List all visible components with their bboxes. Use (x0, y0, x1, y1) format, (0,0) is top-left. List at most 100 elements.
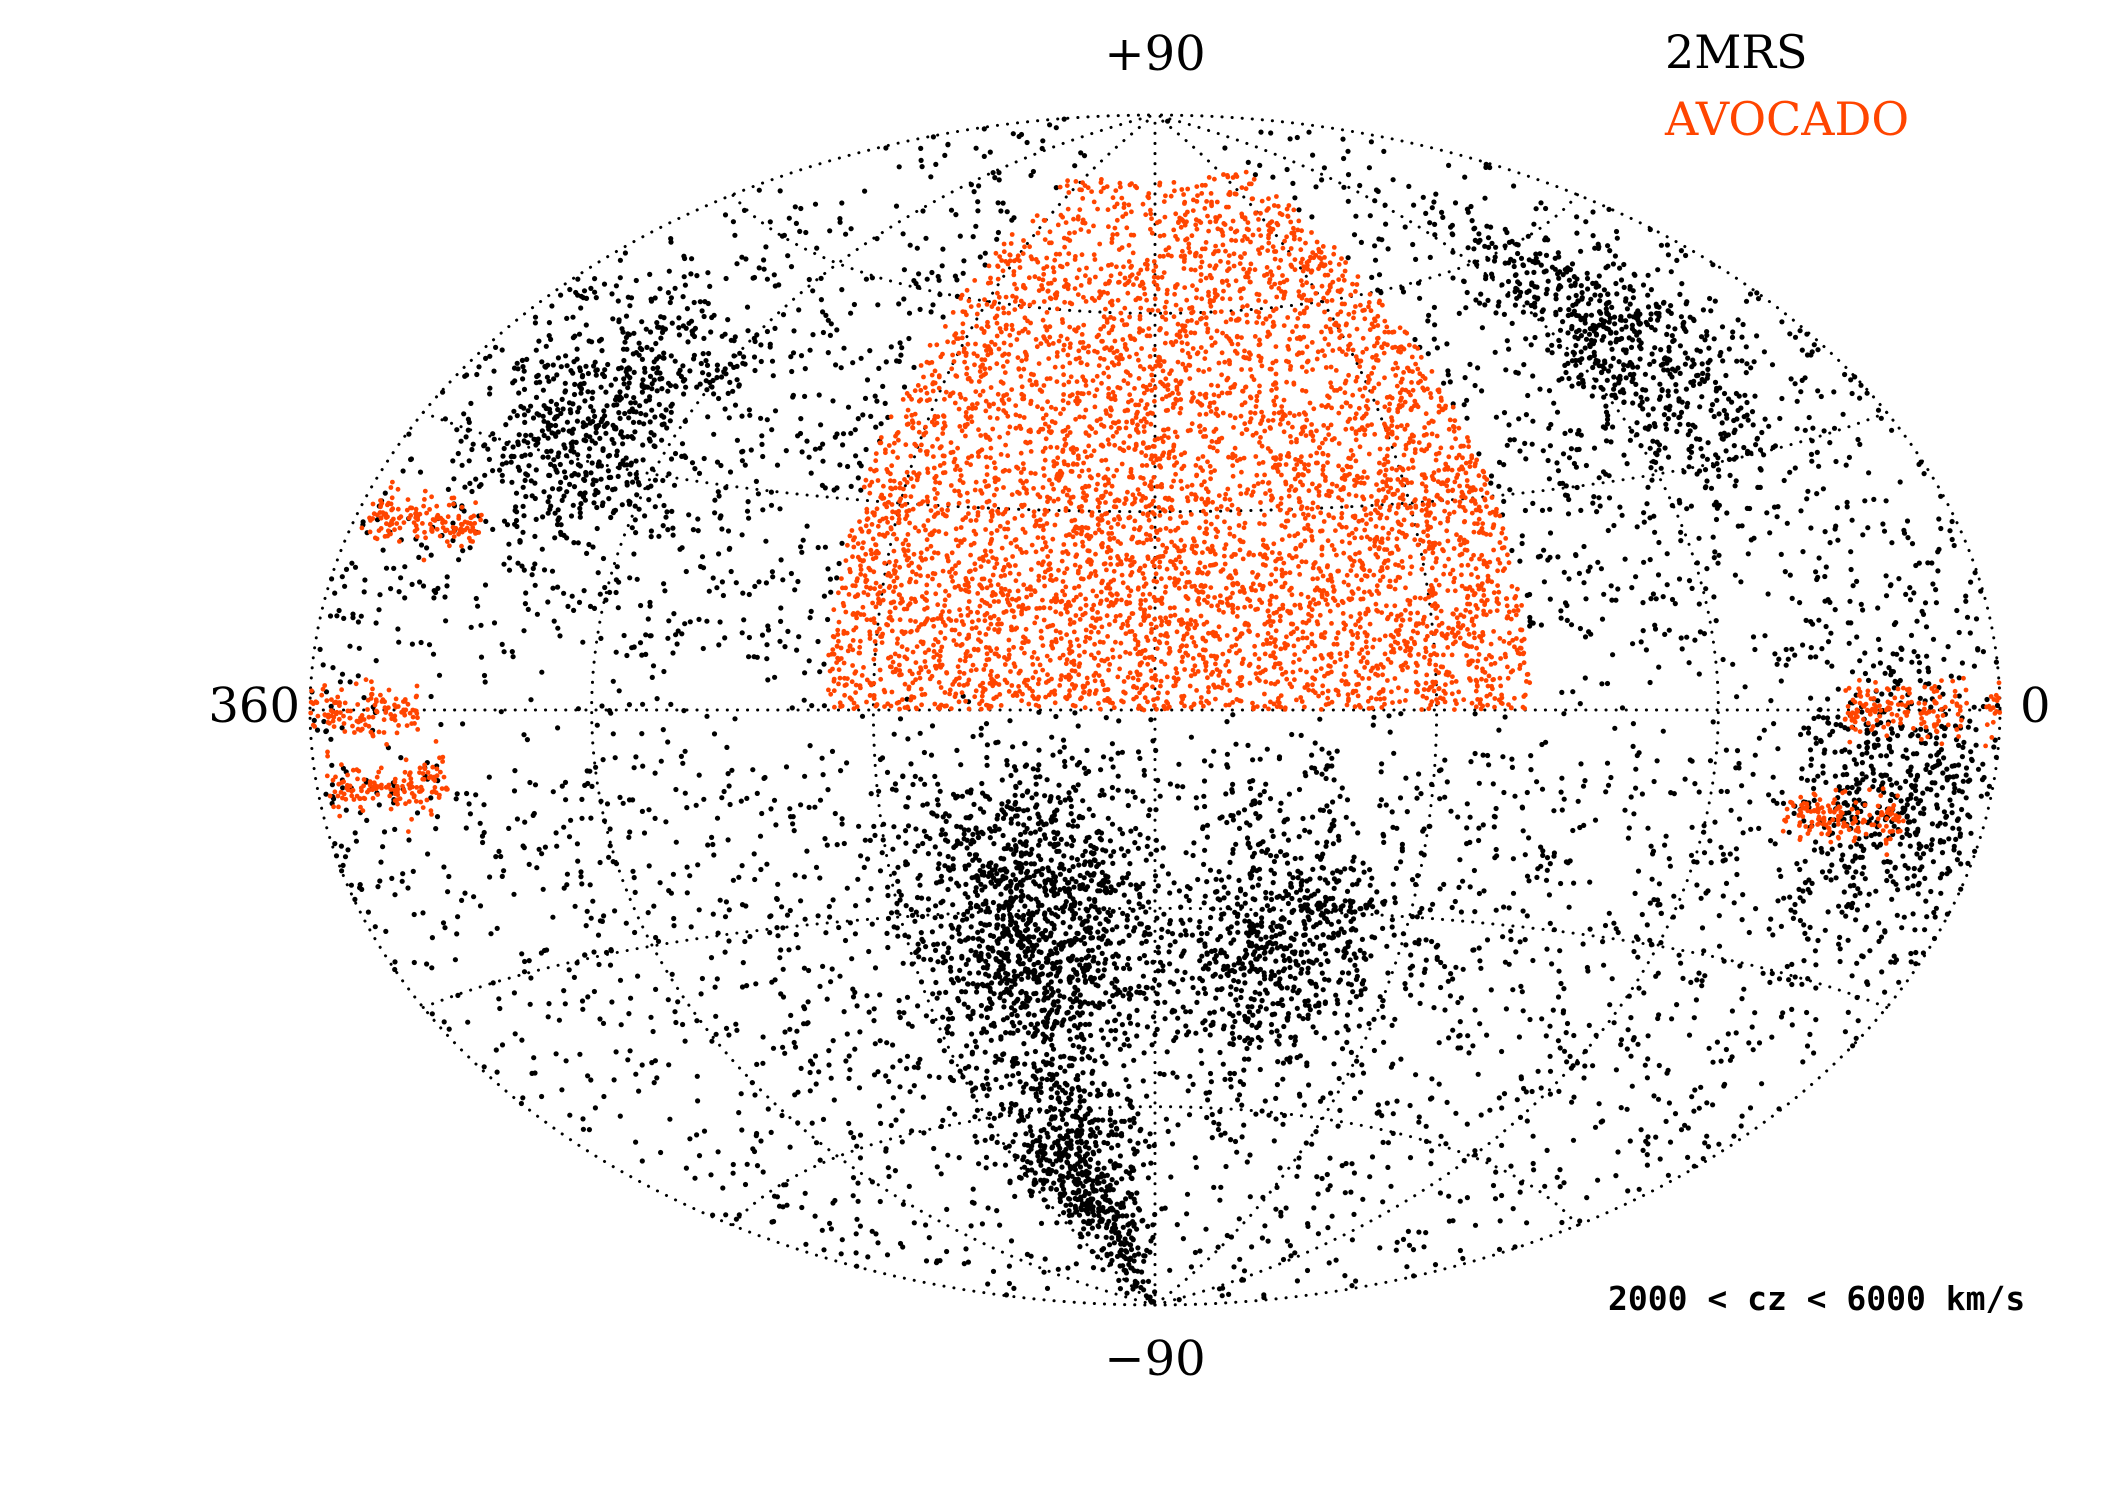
data-point-2mrs (1256, 1022, 1262, 1029)
data-point-2mrs (649, 674, 655, 681)
data-point-2mrs (978, 732, 984, 738)
data-point-2mrs (803, 1241, 809, 1247)
data-point-2mrs (1612, 725, 1618, 731)
data-point-2mrs (841, 1009, 847, 1015)
data-point-2mrs (643, 412, 649, 418)
data-point-2mrs (1631, 948, 1637, 955)
data-point-2mrs (760, 453, 766, 460)
data-point-2mrs (1833, 523, 1839, 529)
data-point-2mrs (713, 1031, 719, 1037)
data-point-2mrs (1592, 1124, 1599, 1130)
data-point-2mrs (1696, 601, 1702, 607)
data-point-2mrs (931, 1145, 937, 1152)
data-point-2mrs (626, 415, 632, 421)
data-point-2mrs (1815, 347, 1821, 353)
data-point-2mrs (1678, 248, 1684, 254)
data-point-2mrs (1234, 920, 1240, 926)
data-point-2mrs (956, 1155, 962, 1161)
data-point-2mrs (968, 1080, 974, 1086)
data-point-2mrs (607, 589, 613, 596)
data-point-2mrs (1160, 968, 1166, 974)
data-point-2mrs (1748, 365, 1754, 371)
data-point-2mrs (1165, 1128, 1171, 1134)
data-point-2mrs (1743, 370, 1749, 376)
data-point-2mrs (855, 1198, 861, 1204)
data-point-2mrs (1527, 623, 1533, 629)
data-point-2mrs (1737, 963, 1743, 969)
data-point-2mrs (1125, 871, 1131, 877)
data-point-2mrs (696, 1153, 703, 1159)
data-point-2mrs (1231, 937, 1237, 943)
data-point-2mrs (1075, 782, 1081, 788)
data-point-2mrs (838, 1251, 844, 1257)
data-point-2mrs (813, 864, 820, 871)
data-point-2mrs (523, 432, 529, 438)
data-point-2mrs (584, 908, 590, 914)
data-point-2mrs (661, 668, 667, 675)
data-point-2mrs (1294, 1173, 1300, 1179)
data-point-2mrs (1259, 923, 1265, 929)
data-point-2mrs (1324, 839, 1330, 845)
data-point-2mrs (1782, 569, 1788, 575)
data-point-2mrs (1598, 1119, 1604, 1125)
data-point-2mrs (1159, 863, 1165, 869)
data-point-2mrs (1889, 427, 1895, 433)
data-point-2mrs (1070, 864, 1076, 870)
data-point-2mrs (900, 1201, 907, 1207)
data-point-2mrs (1360, 1070, 1367, 1076)
data-point-2mrs (667, 299, 673, 306)
data-point-2mrs (986, 1086, 992, 1092)
data-point-2mrs (1386, 713, 1392, 719)
data-point-2mrs (1171, 1037, 1177, 1044)
data-point-2mrs (937, 1038, 943, 1044)
data-point-2mrs (912, 773, 918, 780)
data-point-2mrs (1529, 1088, 1535, 1095)
data-point-2mrs (383, 928, 389, 935)
data-point-2mrs (575, 858, 581, 864)
data-point-2mrs (585, 1073, 591, 1079)
data-point-2mrs (1304, 949, 1310, 955)
data-point-2mrs (1351, 1095, 1358, 1101)
data-point-2mrs (694, 1073, 700, 1079)
data-point-2mrs (992, 823, 998, 829)
data-point-2mrs (1603, 789, 1609, 795)
data-point-2mrs (828, 979, 834, 985)
data-point-2mrs (1162, 1016, 1168, 1022)
data-point-2mrs (1197, 1248, 1203, 1254)
data-point-2mrs (871, 1006, 877, 1012)
data-point-2mrs (1471, 246, 1477, 252)
data-point-2mrs (1131, 1258, 1137, 1264)
data-point-2mrs (701, 796, 707, 802)
data-point-2mrs (785, 253, 791, 259)
data-point-2mrs (1270, 1001, 1276, 1007)
data-point-2mrs (1808, 645, 1814, 651)
data-point-2mrs (780, 1044, 786, 1050)
data-point-2mrs (842, 937, 849, 944)
data-point-2mrs (1352, 962, 1358, 968)
data-point-2mrs (1066, 1028, 1072, 1034)
data-point-2mrs (817, 669, 823, 675)
data-point-2mrs (981, 153, 987, 159)
data-point-2mrs (1211, 1119, 1217, 1126)
data-point-2mrs (1437, 796, 1443, 802)
data-point-2mrs (1239, 1134, 1245, 1140)
data-point-2mrs (908, 761, 914, 767)
data-point-2mrs (361, 695, 367, 701)
data-point-2mrs (983, 721, 990, 727)
data-point-2mrs (892, 1168, 899, 1174)
data-point-2mrs (1112, 1036, 1118, 1042)
data-point-2mrs (1286, 919, 1292, 926)
data-point-2mrs (989, 980, 995, 986)
data-point-2mrs (1292, 1250, 1298, 1256)
data-point-2mrs (396, 589, 402, 595)
data-point-2mrs (1040, 138, 1046, 144)
data-point-2mrs (1234, 901, 1241, 907)
data-point-2mrs (872, 1041, 878, 1047)
data-point-2mrs (802, 773, 808, 779)
data-point-2mrs (731, 353, 737, 359)
data-point-2mrs (1171, 880, 1177, 886)
data-point-2mrs (1658, 940, 1664, 946)
data-point-2mrs (1284, 1017, 1291, 1023)
data-point-2mrs (952, 273, 959, 279)
data-point-2mrs (1685, 421, 1691, 428)
